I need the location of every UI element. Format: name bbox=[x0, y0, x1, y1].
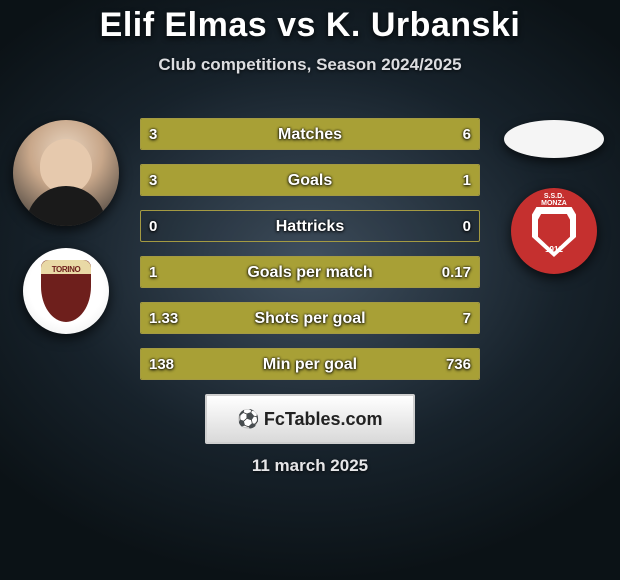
stat-row: 0 0Hattricks bbox=[140, 210, 480, 242]
stat-label: Hattricks bbox=[141, 211, 479, 241]
stat-value-left: 0 bbox=[149, 211, 157, 241]
stat-bar-left bbox=[141, 349, 194, 379]
stat-row: 36Matches bbox=[140, 118, 480, 150]
attribution-label: FcTables.com bbox=[264, 409, 383, 430]
club-badge-monza: S.S.D. MONZA 1912 bbox=[511, 188, 597, 274]
stat-bar-right bbox=[430, 257, 479, 287]
stat-bar-left bbox=[141, 119, 254, 149]
page-title: Elif Elmas vs K. Urbanski bbox=[0, 0, 620, 45]
soccer-ball-icon: ⚽ bbox=[237, 409, 259, 430]
stat-bar-right bbox=[194, 349, 479, 379]
comparison-chart: 36Matches 31Goals 0 0Hattricks 10.17Goals pe… bbox=[140, 118, 480, 394]
monza-badge-text-top: S.S.D. bbox=[544, 193, 564, 200]
player-left-avatar bbox=[13, 120, 119, 226]
stat-row: 1.337Shots per goal bbox=[140, 302, 480, 334]
right-player-column: S.S.D. MONZA 1912 bbox=[494, 120, 614, 274]
monza-badge-text-mid: MONZA bbox=[541, 200, 567, 207]
club-badge-torino: TORINO FC bbox=[23, 248, 109, 334]
date-stamp: 11 march 2025 bbox=[0, 456, 620, 476]
stat-row: 138736Min per goal bbox=[140, 348, 480, 380]
stat-bar-left bbox=[141, 257, 430, 287]
stat-bar-right bbox=[395, 165, 480, 195]
stat-bar-right bbox=[195, 303, 479, 333]
stat-row: 10.17Goals per match bbox=[140, 256, 480, 288]
page-subtitle: Club competitions, Season 2024/2025 bbox=[0, 55, 620, 75]
stat-bar-left bbox=[141, 303, 195, 333]
player-right-avatar-placeholder bbox=[504, 120, 604, 158]
torino-badge-text-bottom: FC bbox=[61, 273, 71, 282]
stat-row: 31Goals bbox=[140, 164, 480, 196]
stat-bar-left bbox=[141, 165, 395, 195]
stat-value-right: 0 bbox=[463, 211, 471, 241]
left-player-column: TORINO FC bbox=[6, 120, 126, 334]
stat-bar-right bbox=[254, 119, 479, 149]
monza-badge-year: 1912 bbox=[511, 245, 597, 254]
attribution-badge: ⚽ FcTables.com bbox=[205, 394, 415, 444]
